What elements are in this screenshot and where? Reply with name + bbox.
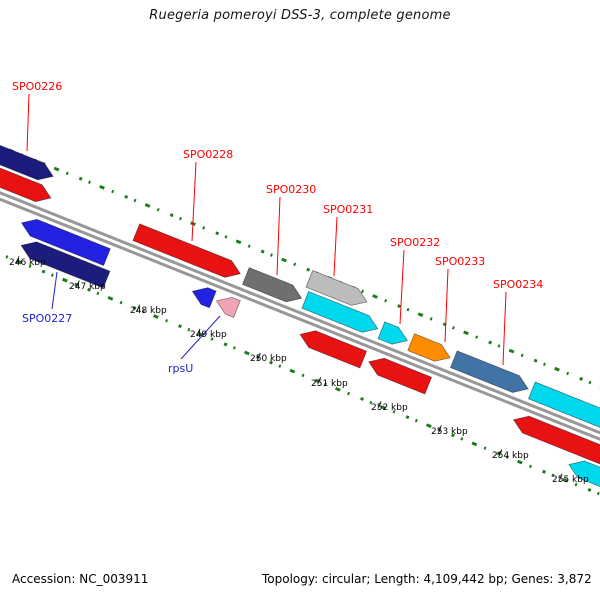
leader-spo0226 [26, 93, 30, 152]
gene-cds-10[interactable] [18, 215, 111, 266]
gene-rpsu[interactable] [213, 293, 241, 318]
gene-spo0231[interactable] [305, 269, 370, 310]
backbone-core [0, 164, 600, 480]
label-spo0226[interactable]: SPO0226 [12, 80, 62, 93]
ruler-label-246: 246 kbp [9, 258, 46, 268]
label-spo0233[interactable]: SPO0233 [435, 255, 485, 268]
kbp-tick-marks [15, 256, 563, 482]
leader-spo0231 [333, 216, 338, 277]
reverse-labels: SPO0227 rpsU [22, 271, 221, 375]
label-spo0231[interactable]: SPO0231 [323, 203, 373, 216]
gene-spo0226[interactable] [0, 133, 56, 185]
ruler-labels: 246 kbp 247 kbp 248 kbp 249 kbp 250 kbp … [9, 258, 589, 485]
forward-labels: SPO0226 SPO0228 SPO0230 SPO0231 SPO0232 … [12, 80, 543, 366]
label-spo0227[interactable]: SPO0227 [22, 312, 72, 325]
gene-spo0234[interactable] [449, 350, 532, 397]
ruler-label-253: 253 kbp [431, 427, 468, 437]
label-rpsu[interactable]: rpsU [168, 362, 193, 375]
leader-spo0230 [276, 196, 281, 276]
ruler-label-247: 247 kbp [69, 282, 106, 292]
gene-cds-14[interactable] [365, 353, 433, 395]
leader-spo0234 [502, 291, 507, 366]
label-spo0232[interactable]: SPO0232 [390, 236, 440, 249]
leader-spo0227 [51, 271, 58, 310]
label-spo0228[interactable]: SPO0228 [183, 148, 233, 161]
leader-spo0232 [399, 249, 405, 325]
ruler-label-254: 254 kbp [492, 451, 529, 461]
gene-spo0228[interactable] [132, 223, 244, 282]
ruler-label-255: 255 kbp [552, 475, 589, 485]
ruler-label-252: 252 kbp [371, 403, 408, 413]
gene-cds-17[interactable] [566, 456, 600, 504]
ruler-label-250: 250 kbp [250, 354, 287, 364]
ruler-label-248: 248 kbp [130, 306, 167, 316]
footer-accession: Accession: NC_003911 [12, 572, 149, 586]
gene-spo0227[interactable] [18, 237, 111, 289]
gene-cds-1[interactable] [0, 152, 54, 206]
gene-cds-8[interactable] [527, 381, 600, 453]
page-title: Ruegeria pomeroyi DSS-3, complete genome [149, 8, 451, 23]
leader-spo0233 [444, 268, 449, 343]
leader-spo0228 [191, 161, 197, 242]
ruler-label-249: 249 kbp [190, 330, 227, 340]
backbone [0, 162, 600, 483]
gene-cds-11[interactable] [189, 283, 217, 309]
leader-rpsu [180, 315, 221, 360]
gene-cds-15[interactable] [510, 411, 600, 485]
label-spo0230[interactable]: SPO0230 [266, 183, 316, 196]
genome-track [0, 122, 600, 530]
gene-spo0233[interactable] [407, 333, 454, 366]
footer-summary: Topology: circular; Length: 4,109,442 bp… [262, 572, 592, 586]
gene-cds-4[interactable] [301, 290, 381, 337]
label-spo0234[interactable]: SPO0234 [493, 278, 543, 291]
ruler-label-251: 251 kbp [311, 379, 348, 389]
gene-spo0232[interactable] [377, 321, 411, 349]
gene-spo0230[interactable] [242, 267, 305, 307]
gene-cds-13[interactable] [297, 326, 368, 369]
